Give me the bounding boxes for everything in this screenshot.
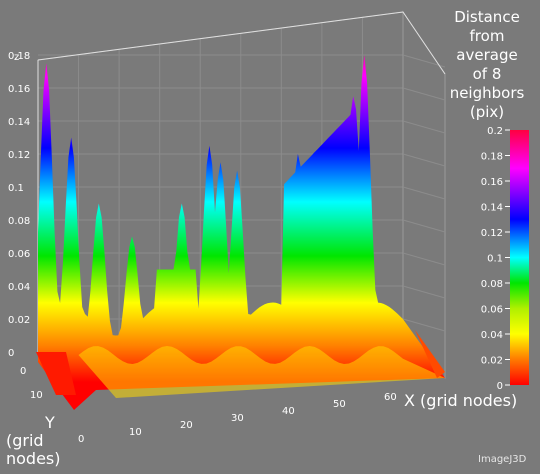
legend-title: Distance from average of 8 neighbors (pi… <box>450 8 525 121</box>
legend-title-line-6: (pix) <box>470 103 504 121</box>
surface-fill <box>38 55 445 410</box>
colorbar-tick-label: 0.18 <box>481 152 503 163</box>
x-tick-label: 20 <box>180 420 193 431</box>
z-tick-label: 0.1 <box>8 183 24 194</box>
y-axis-title-line-1: Y <box>44 413 55 432</box>
x-tick-label: 60 <box>384 392 397 403</box>
colorbar-tick-label: 0.08 <box>481 279 503 290</box>
y-axis-title-line-2: (grid <box>6 431 44 450</box>
surface-base-left <box>36 352 76 395</box>
y-axis-title: Y (grid nodes) <box>6 413 61 468</box>
legend-title-line-5: neighbors <box>450 84 525 102</box>
z-tick-label: 0.08 <box>8 216 30 227</box>
watermark: ImageJ3D <box>478 454 527 465</box>
legend-title-line-4: of 8 <box>473 65 502 83</box>
x-axis-title: X (grid nodes) <box>404 391 517 410</box>
legend-title-line-3: average <box>456 46 517 64</box>
x-tick-labels: 0 10 20 30 40 50 60 <box>78 392 397 445</box>
colorbar-tick-label: 0.04 <box>481 330 503 341</box>
colorbar-tick-label: 0.14 <box>481 203 503 214</box>
colorbar <box>510 130 529 385</box>
legend-title-line-1: Distance <box>454 8 520 26</box>
side-plane <box>402 10 446 379</box>
colorbar-tick-label: 0 <box>497 381 503 392</box>
z-tick-label: 0.04 <box>8 282 30 293</box>
colorbar-tick-label: 0.16 <box>481 177 503 188</box>
colorbar-tick-label: 0.06 <box>481 305 503 316</box>
z-tick-label: 0.14 <box>8 117 30 128</box>
y-tick-label: 10 <box>30 390 43 401</box>
z-tick-label: 0 <box>8 348 14 359</box>
z-tick-label: 0.02 <box>8 315 30 326</box>
surface-floor <box>78 346 445 398</box>
z-tick-label: 0.16 <box>8 84 30 95</box>
surface <box>36 55 445 410</box>
x-tick-label: 10 <box>129 427 142 438</box>
surface-base-right <box>415 330 445 378</box>
z-tick-label: 0.12 <box>8 150 30 161</box>
x-tick-label: 50 <box>333 399 346 410</box>
y-tick-label: 0 <box>20 366 26 377</box>
z-tick-label: 0.06 <box>8 249 30 260</box>
colorbar-tick-label: 0.2 <box>487 126 503 137</box>
z-tick-label: 0.18 <box>8 51 30 62</box>
x-tick-label: 40 <box>282 406 295 417</box>
y-axis-title-line-3: nodes) <box>6 449 61 468</box>
colorbar-tick-label: 0.1 <box>487 254 503 265</box>
y-tick-labels: 0 10 <box>20 366 43 401</box>
top-edges <box>37 11 446 75</box>
x-tick-label: 0 <box>78 434 84 445</box>
z-axis-label: z <box>14 52 19 63</box>
legend-title-line-2: from <box>470 27 505 45</box>
z-tick-labels: 0 0.02 0.04 0.06 0.08 0.1 0.12 0.14 0.16 0.18 <box>8 51 30 359</box>
colorbar-tick-label: 0.02 <box>481 356 503 367</box>
colorbar-tick-label: 0.12 <box>481 228 503 239</box>
colorbar-tick-labels: 0 0.02 0.04 0.06 0.08 0.1 0.12 0.14 0.16 0.18 0.2 <box>481 126 510 392</box>
x-tick-label: 30 <box>231 413 244 424</box>
